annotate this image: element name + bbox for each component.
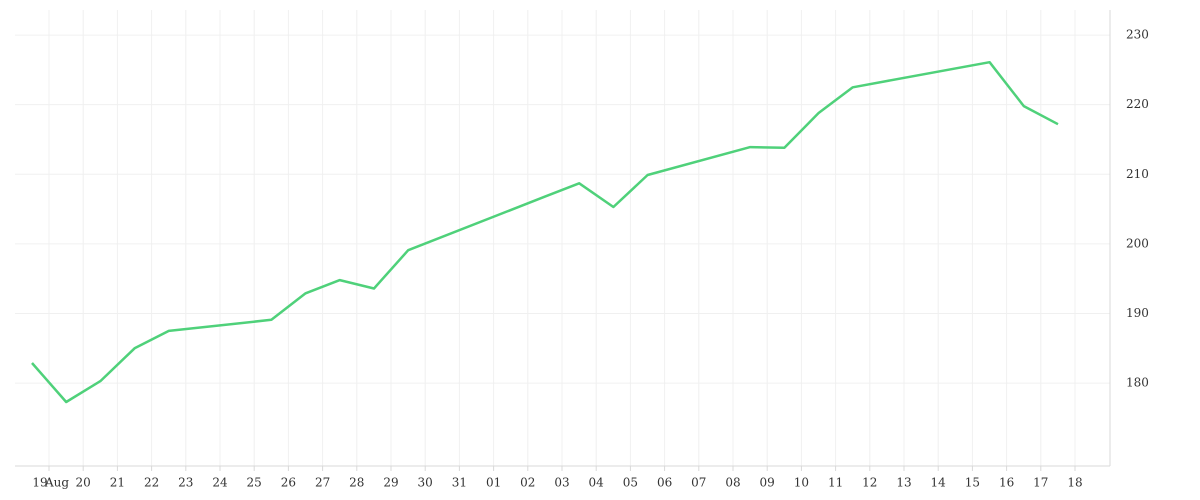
x-tick-label: 24 — [212, 476, 228, 490]
x-tick-label: 04 — [589, 476, 605, 490]
x-tick-label: 25 — [247, 476, 262, 490]
x-tick-label: 11 — [828, 476, 843, 490]
y-tick-label: 180 — [1126, 376, 1149, 390]
x-tick-label: 26 — [281, 476, 296, 490]
y-tick-label: 220 — [1126, 97, 1149, 111]
x-tick-label: 13 — [896, 476, 911, 490]
x-tick-label: 14 — [931, 476, 947, 490]
x-tick-label: 21 — [110, 476, 125, 490]
x-tick-label: 28 — [349, 476, 364, 490]
month-label: Aug — [44, 476, 69, 490]
x-tick-label: 01 — [486, 476, 501, 490]
x-tick-label: 02 — [520, 476, 535, 490]
x-tick-label: 29 — [383, 476, 398, 490]
x-tick-label: 23 — [178, 476, 193, 490]
y-tick-label: 190 — [1126, 306, 1149, 320]
x-tick-label: 22 — [144, 476, 159, 490]
x-tick-label: 30 — [418, 476, 433, 490]
x-tick-label: 12 — [862, 476, 877, 490]
x-tick-label: 06 — [657, 476, 672, 490]
y-tick-label: 230 — [1126, 28, 1149, 42]
x-tick-label: 05 — [623, 476, 638, 490]
x-tick-label: 16 — [999, 476, 1014, 490]
x-tick-label: 09 — [760, 476, 775, 490]
x-tick-label: 08 — [725, 476, 740, 490]
x-tick-label: 18 — [1067, 476, 1082, 490]
x-tick-label: 15 — [965, 476, 980, 490]
x-tick-label: 10 — [794, 476, 809, 490]
x-tick-label: 27 — [315, 476, 330, 490]
x-tick-label: 31 — [452, 476, 467, 490]
x-tick-label: 20 — [76, 476, 91, 490]
x-tick-label: 19 — [32, 476, 47, 490]
x-tick-label: 07 — [691, 476, 706, 490]
y-tick-label: 200 — [1126, 236, 1149, 250]
price-line — [31, 60, 1059, 404]
x-tick-label: 03 — [554, 476, 569, 490]
y-tick-label: 210 — [1126, 167, 1149, 181]
x-tick-label: 17 — [1033, 476, 1048, 490]
